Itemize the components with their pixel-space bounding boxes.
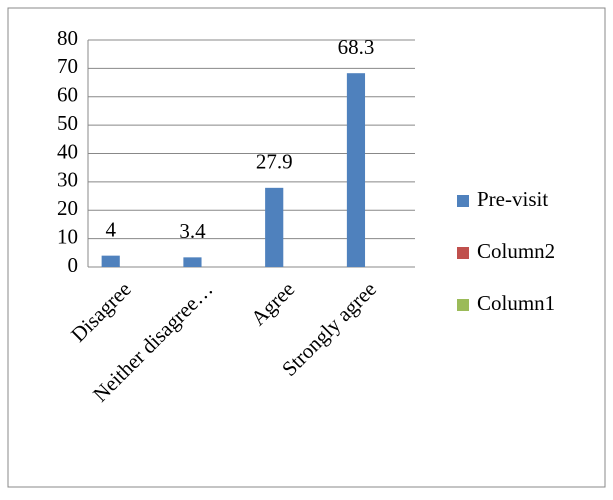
data-label: 3.4 [179, 219, 206, 243]
y-tick-label: 10 [57, 224, 78, 248]
legend-swatch [457, 299, 469, 311]
data-label: 4 [105, 217, 116, 241]
y-tick-label: 70 [57, 54, 78, 78]
y-tick-label: 30 [57, 168, 78, 192]
data-label: 68.3 [338, 35, 375, 59]
y-tick-label: 80 [57, 26, 78, 50]
bar [101, 255, 120, 267]
bar [346, 73, 366, 267]
y-tick-label: 20 [57, 196, 78, 220]
chart-border [7, 7, 606, 488]
legend-swatch [457, 247, 469, 259]
data-label: 27.9 [256, 150, 293, 174]
y-tick-label: 50 [57, 111, 78, 135]
y-tick-label: 0 [68, 253, 79, 277]
bar [265, 187, 284, 267]
legend-label: Column1 [477, 291, 555, 315]
legend-label: Column2 [477, 239, 555, 263]
bar [183, 257, 202, 267]
y-tick-label: 60 [57, 83, 78, 107]
legend-swatch [457, 195, 469, 207]
legend-label: Pre-visit [477, 187, 548, 211]
y-tick-label: 40 [57, 139, 78, 163]
